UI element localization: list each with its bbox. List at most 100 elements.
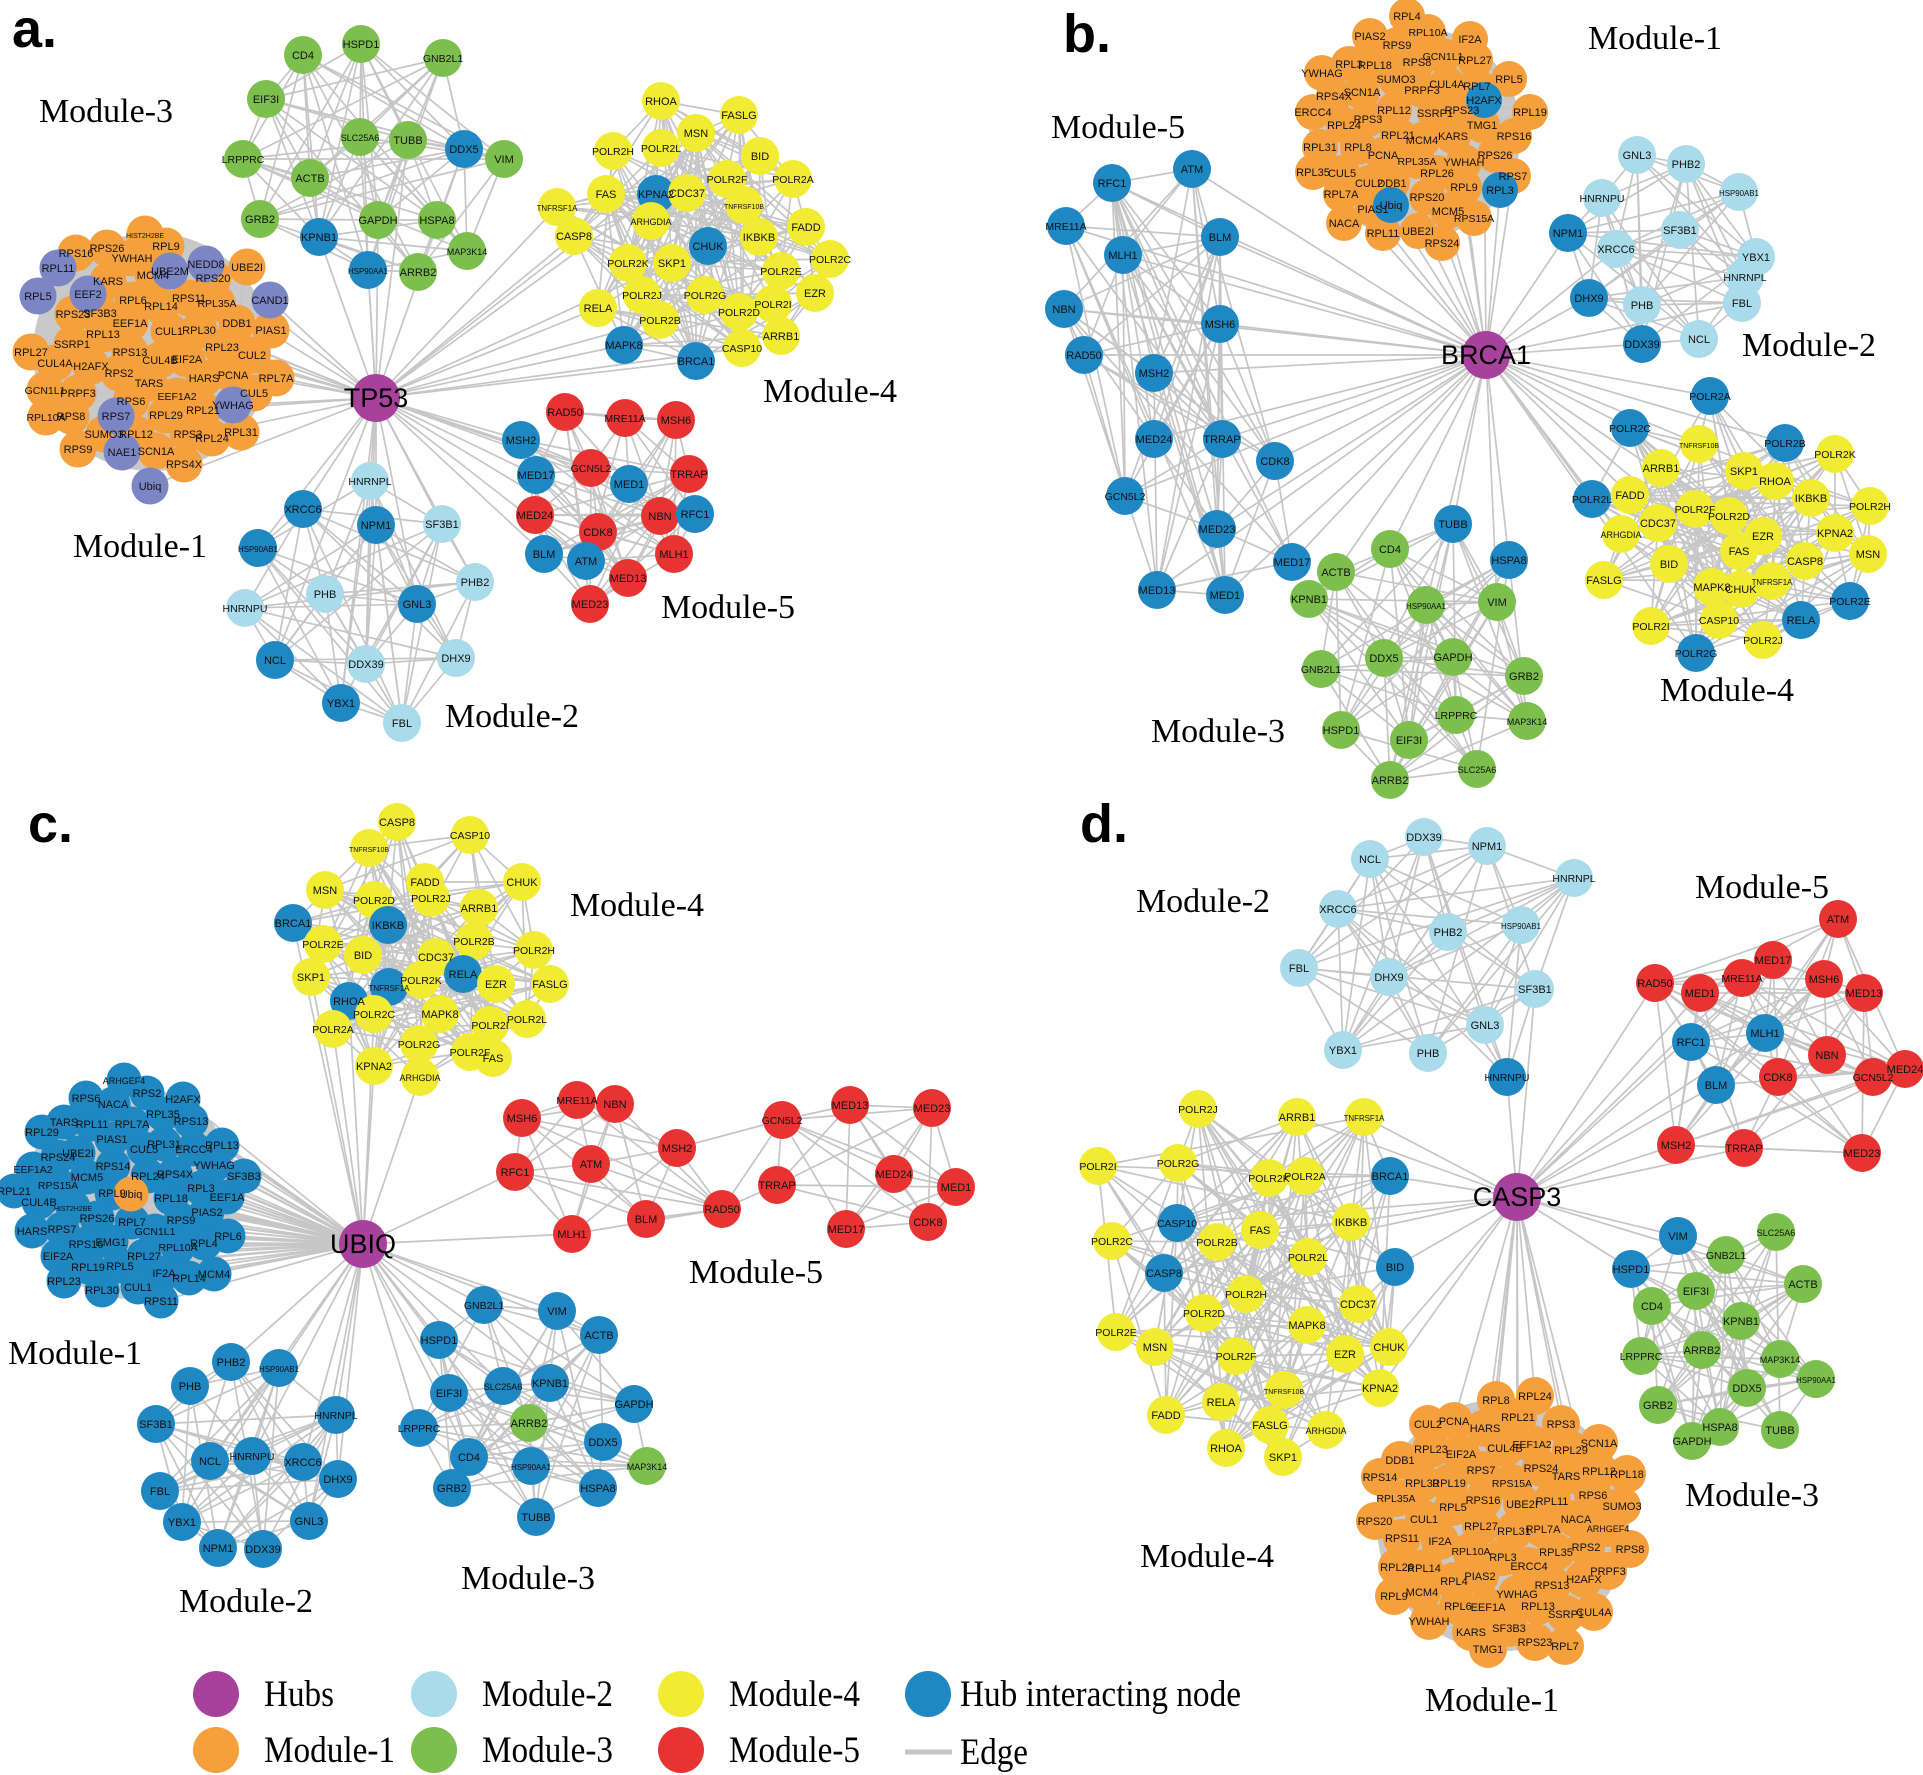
svg-text:FADD: FADD — [1615, 490, 1644, 502]
svg-text:CDK8: CDK8 — [1260, 456, 1289, 468]
svg-text:ERCC4: ERCC4 — [1510, 1561, 1547, 1573]
svg-text:RAD50: RAD50 — [547, 407, 582, 419]
svg-text:BID: BID — [1660, 559, 1678, 571]
svg-text:RPL14: RPL14 — [1407, 1563, 1441, 1575]
svg-text:TNFRSF10B: TNFRSF10B — [1264, 1389, 1304, 1396]
svg-text:RPS4X: RPS4X — [1316, 91, 1353, 103]
svg-text:RPS11: RPS11 — [1385, 1533, 1419, 1545]
svg-text:YBX1: YBX1 — [1329, 1045, 1357, 1057]
svg-text:SLC25A6: SLC25A6 — [1757, 1228, 1796, 1238]
svg-text:PIAS2: PIAS2 — [191, 1207, 222, 1219]
svg-text:ATM: ATM — [1181, 164, 1203, 176]
svg-text:POLR2B: POLR2B — [453, 936, 494, 948]
svg-text:RPL13: RPL13 — [205, 1140, 239, 1152]
svg-text:HSP90AB1: HSP90AB1 — [259, 1365, 299, 1374]
svg-text:RPS20: RPS20 — [1358, 1516, 1393, 1528]
svg-text:ARRB1: ARRB1 — [1643, 463, 1680, 475]
svg-text:EIF2A: EIF2A — [172, 354, 203, 366]
svg-text:RELA: RELA — [449, 969, 478, 981]
svg-text:CHUK: CHUK — [692, 241, 724, 253]
svg-text:SUMO3: SUMO3 — [1376, 74, 1415, 86]
svg-text:PRPF3: PRPF3 — [1404, 85, 1439, 97]
svg-text:RPL27: RPL27 — [1458, 55, 1492, 67]
svg-text:MCM5: MCM5 — [71, 1172, 103, 1184]
svg-text:RPL24: RPL24 — [195, 433, 229, 445]
svg-text:RPL35A: RPL35A — [1376, 1493, 1415, 1505]
svg-text:PCNA: PCNA — [1439, 1416, 1470, 1428]
svg-text:RPL31: RPL31 — [1303, 142, 1337, 154]
svg-text:MED1: MED1 — [1210, 590, 1241, 602]
svg-text:HNRNPL: HNRNPL — [1552, 873, 1595, 885]
svg-text:POLR2B: POLR2B — [1196, 1237, 1237, 1249]
svg-text:POLR2K: POLR2K — [1248, 1173, 1289, 1185]
svg-text:POLR2E: POLR2E — [302, 939, 343, 951]
svg-text:Module-3: Module-3 — [461, 1560, 595, 1597]
svg-text:RPL26: RPL26 — [1420, 168, 1454, 180]
svg-text:RPL24: RPL24 — [1518, 1391, 1552, 1403]
svg-text:RPL18: RPL18 — [154, 1193, 188, 1205]
svg-text:FBL: FBL — [150, 1486, 170, 1498]
svg-text:POLR2D: POLR2D — [718, 307, 760, 319]
svg-text:POLR2G: POLR2G — [398, 1039, 441, 1051]
svg-text:MRE11A: MRE11A — [604, 413, 645, 425]
svg-text:GNL3: GNL3 — [1623, 150, 1652, 162]
svg-text:MLH1: MLH1 — [557, 1229, 586, 1241]
svg-text:YWHAG: YWHAG — [193, 1160, 235, 1172]
svg-text:Module-1: Module-1 — [1425, 1682, 1559, 1719]
svg-text:CD4: CD4 — [292, 50, 314, 62]
svg-text:RPL14: RPL14 — [172, 1273, 206, 1285]
svg-text:MLH1: MLH1 — [1750, 1028, 1779, 1040]
svg-text:H2AFX: H2AFX — [73, 361, 109, 373]
svg-text:CUL5: CUL5 — [1328, 168, 1356, 180]
svg-text:POLR2L: POLR2L — [507, 1014, 547, 1026]
svg-text:CASP10: CASP10 — [722, 343, 762, 355]
svg-text:RPL27: RPL27 — [127, 1251, 161, 1263]
svg-text:RPS6: RPS6 — [117, 396, 146, 408]
svg-text:CASP8: CASP8 — [556, 231, 592, 243]
svg-text:RPL21: RPL21 — [1381, 130, 1415, 142]
svg-text:UBE2M: UBE2M — [151, 266, 189, 278]
svg-text:RPL9: RPL9 — [98, 1188, 126, 1200]
svg-text:NBN: NBN — [1052, 304, 1075, 316]
svg-text:RHOA: RHOA — [1210, 1443, 1242, 1455]
svg-text:NACA: NACA — [1561, 1514, 1592, 1526]
svg-text:SF3B1: SF3B1 — [1518, 984, 1552, 996]
svg-text:GAPDH: GAPDH — [1672, 1436, 1711, 1448]
svg-text:NCL: NCL — [264, 655, 286, 667]
svg-text:CUL2: CUL2 — [238, 350, 266, 362]
svg-text:CASP8: CASP8 — [379, 817, 415, 829]
svg-text:CDC37: CDC37 — [669, 188, 705, 200]
svg-text:CAND1: CAND1 — [251, 295, 288, 307]
svg-text:Module-1: Module-1 — [264, 1730, 395, 1771]
svg-text:b.: b. — [1063, 4, 1111, 64]
svg-text:EEF1A2: EEF1A2 — [13, 1164, 52, 1176]
svg-text:MED24: MED24 — [1136, 434, 1173, 446]
svg-text:RPL35: RPL35 — [1296, 167, 1330, 179]
svg-text:KARS: KARS — [1456, 1627, 1486, 1639]
svg-text:RPL13: RPL13 — [86, 329, 120, 341]
svg-text:RHOA: RHOA — [333, 996, 365, 1008]
svg-text:GAPDH: GAPDH — [358, 215, 397, 227]
svg-text:FAS: FAS — [483, 1053, 504, 1065]
svg-text:RELA: RELA — [584, 303, 613, 315]
svg-text:GRB2: GRB2 — [245, 214, 275, 226]
svg-text:HNRNPU: HNRNPU — [223, 603, 268, 615]
svg-text:NEDD8: NEDD8 — [187, 259, 224, 271]
svg-text:MSH6: MSH6 — [661, 415, 692, 427]
svg-text:GCN5L2: GCN5L2 — [1853, 1072, 1894, 1084]
svg-text:POLR2K: POLR2K — [1814, 449, 1855, 461]
svg-text:HSP90AA1: HSP90AA1 — [348, 267, 388, 276]
svg-text:KARS: KARS — [93, 276, 123, 288]
svg-text:GNB2L1: GNB2L1 — [464, 1300, 504, 1312]
svg-text:RPL35A: RPL35A — [1397, 156, 1436, 168]
svg-text:UBE2I: UBE2I — [231, 262, 263, 274]
svg-text:MCM4: MCM4 — [198, 1269, 230, 1281]
svg-text:RPL4: RPL4 — [1393, 11, 1421, 23]
svg-text:RPL10A: RPL10A — [158, 1242, 197, 1254]
svg-text:EEF2: EEF2 — [74, 289, 102, 301]
svg-text:EEF1A: EEF1A — [210, 1192, 246, 1204]
svg-text:RPL9: RPL9 — [1380, 1591, 1408, 1603]
svg-text:RELA: RELA — [1787, 615, 1816, 627]
svg-text:ACTB: ACTB — [1321, 567, 1350, 579]
svg-text:TRRAP: TRRAP — [758, 1180, 795, 1192]
